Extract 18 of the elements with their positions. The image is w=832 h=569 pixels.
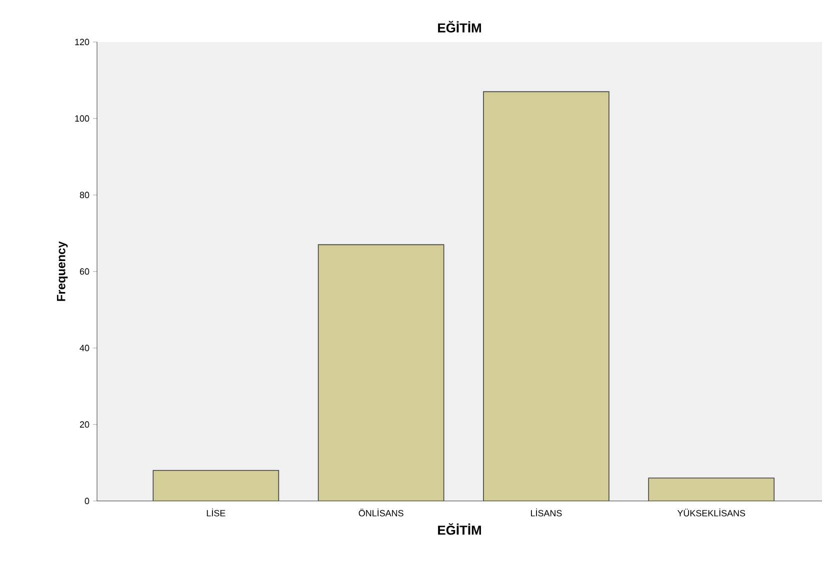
bar: [318, 244, 444, 501]
x-tick-label: ÖNLİSANS: [358, 508, 404, 516]
y-axis-title: Frequency: [56, 241, 68, 301]
chart-title: EĞİTİM: [438, 20, 481, 32]
x-tick-label: LİSE: [206, 508, 226, 516]
y-tick-label: 0: [84, 498, 90, 504]
bar: [483, 91, 610, 501]
x-axis-title: EĞİTİM: [438, 523, 481, 535]
bar: [648, 478, 775, 501]
x-tick-label: LİSANS: [531, 508, 562, 516]
y-tick-label: 120: [75, 38, 90, 46]
y-tick-label: 20: [80, 421, 90, 428]
y-tick-label: 100: [75, 115, 90, 122]
y-tick-label: 80: [80, 192, 90, 198]
x-tick-label: YÜKSEKLİSANS: [677, 508, 746, 516]
y-tick-label: 40: [80, 344, 90, 352]
bar: [152, 470, 280, 501]
y-tick-label: 60: [80, 268, 90, 275]
